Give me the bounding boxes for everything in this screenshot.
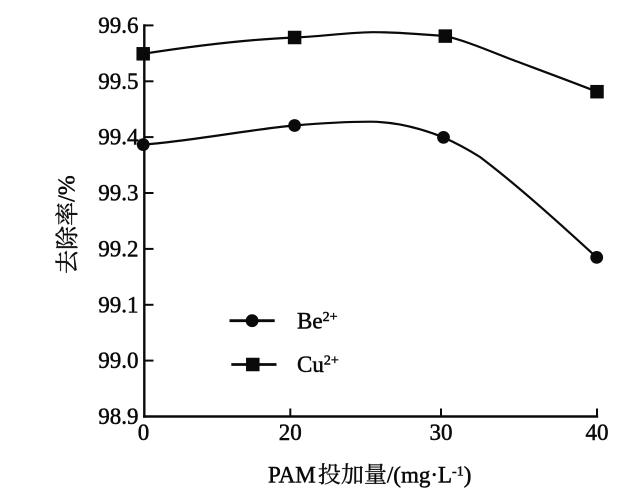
svg-text:40: 40 [586,420,609,445]
svg-text:99.2: 99.2 [98,237,138,262]
svg-text:/(mg·L-1): /(mg·L-1) [387,463,472,488]
svg-text:0: 0 [138,420,150,445]
svg-text:98.9: 98.9 [98,404,138,429]
svg-text:PAM: PAM [268,463,316,488]
svg-text:99.3: 99.3 [98,181,138,206]
svg-text:20: 20 [279,420,302,445]
svg-text:99.6: 99.6 [98,13,138,38]
svg-text:99.0: 99.0 [98,348,138,373]
svg-text:99.5: 99.5 [98,69,138,94]
svg-text:/%: /% [55,175,81,202]
svg-text:30: 30 [430,420,453,445]
svg-text:99.1: 99.1 [98,292,138,317]
svg-text:99.4: 99.4 [98,125,139,150]
